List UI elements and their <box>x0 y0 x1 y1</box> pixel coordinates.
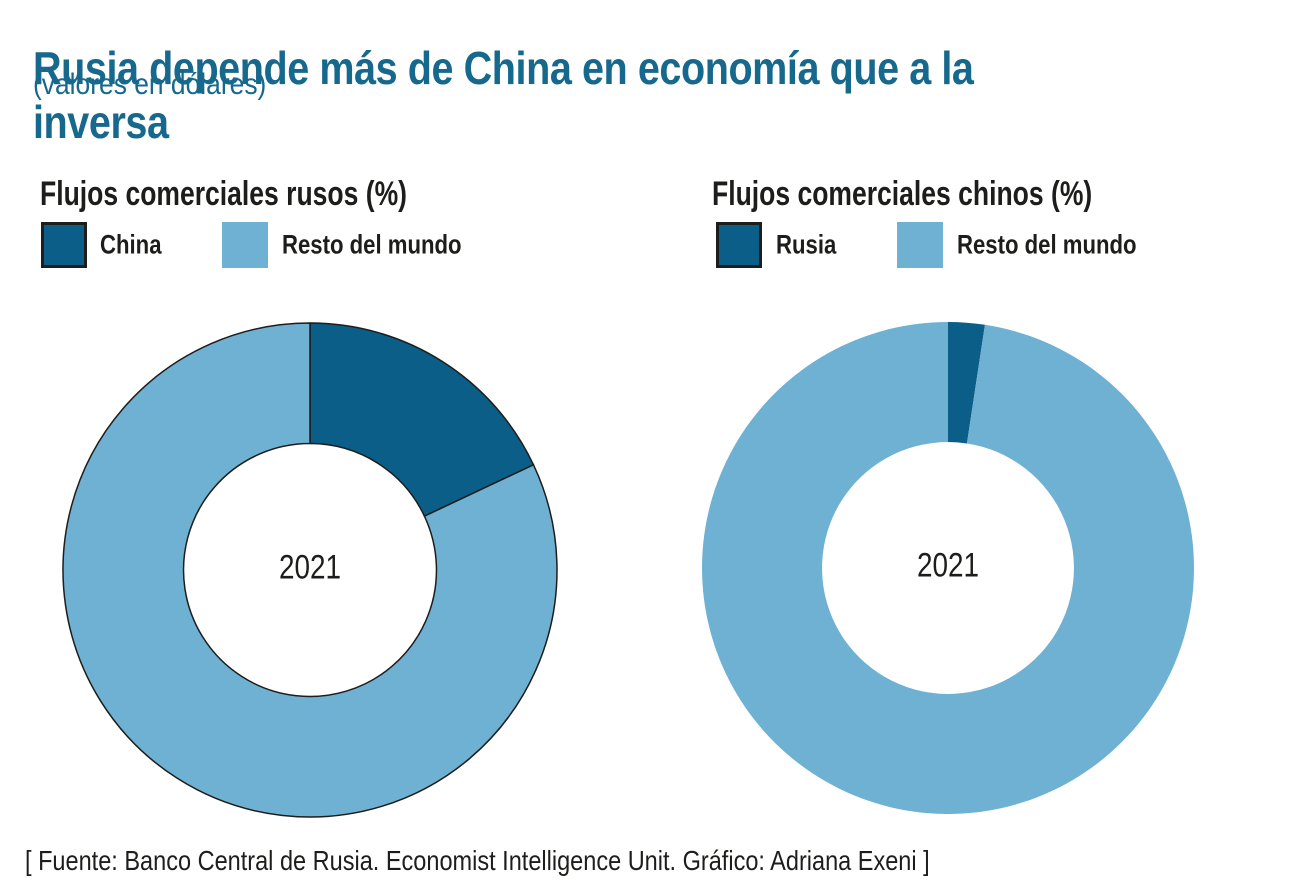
legend-swatch-resto-left <box>222 222 268 268</box>
legend-swatch-rusia <box>716 222 762 268</box>
donut-slice-resto-del-mundo <box>702 322 1194 814</box>
legend-label-resto-left: Resto del mundo <box>282 229 462 260</box>
donut-center-year-left: 2021 <box>278 548 342 587</box>
legend-label-china: China <box>100 229 162 260</box>
page-title: Rusia depende más de China en economía q… <box>33 41 974 148</box>
donut-slice-rusia <box>948 322 985 444</box>
legend-swatch-resto-right <box>897 222 943 268</box>
chart-title-chinese: Flujos comerciales chinos (%) <box>712 175 1093 214</box>
donut-center-year-right: 2021 <box>916 546 980 585</box>
donut-chart-russian-flows <box>62 322 558 818</box>
source-line: [ Fuente: Banco Central de Rusia. Econom… <box>25 845 930 876</box>
donut-slice-china <box>309 322 535 517</box>
legend-label-rusia: Rusia <box>776 229 837 260</box>
donut-chart-chinese-flows <box>702 322 1194 814</box>
legend-swatch-china <box>41 222 87 268</box>
page-subtitle: (valores en dólares) <box>33 68 267 101</box>
legend-label-resto-right: Resto del mundo <box>957 229 1137 260</box>
donut-slice-resto-del-mundo <box>62 322 558 818</box>
chart-title-russian: Flujos comerciales rusos (%) <box>40 175 407 214</box>
